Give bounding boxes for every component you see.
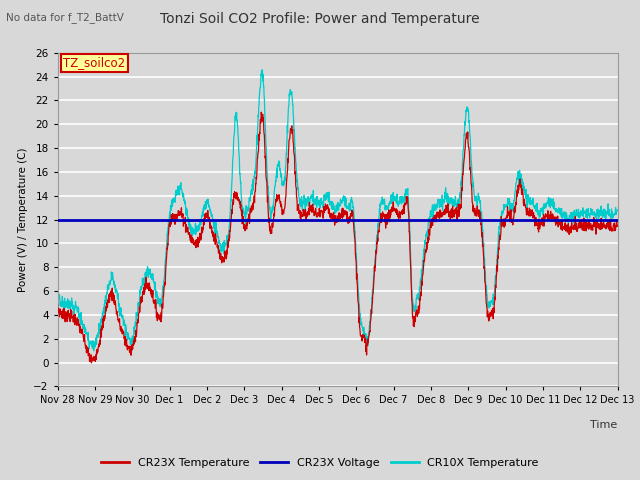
Text: Tonzi Soil CO2 Profile: Power and Temperature: Tonzi Soil CO2 Profile: Power and Temper… bbox=[160, 12, 480, 26]
Legend: CR23X Temperature, CR23X Voltage, CR10X Temperature: CR23X Temperature, CR23X Voltage, CR10X … bbox=[97, 453, 543, 472]
Text: No data for f_T2_BattV: No data for f_T2_BattV bbox=[6, 12, 124, 23]
Y-axis label: Power (V) / Temperature (C): Power (V) / Temperature (C) bbox=[18, 147, 28, 292]
Text: TZ_soilco2: TZ_soilco2 bbox=[63, 56, 125, 69]
Text: Time: Time bbox=[590, 420, 618, 430]
